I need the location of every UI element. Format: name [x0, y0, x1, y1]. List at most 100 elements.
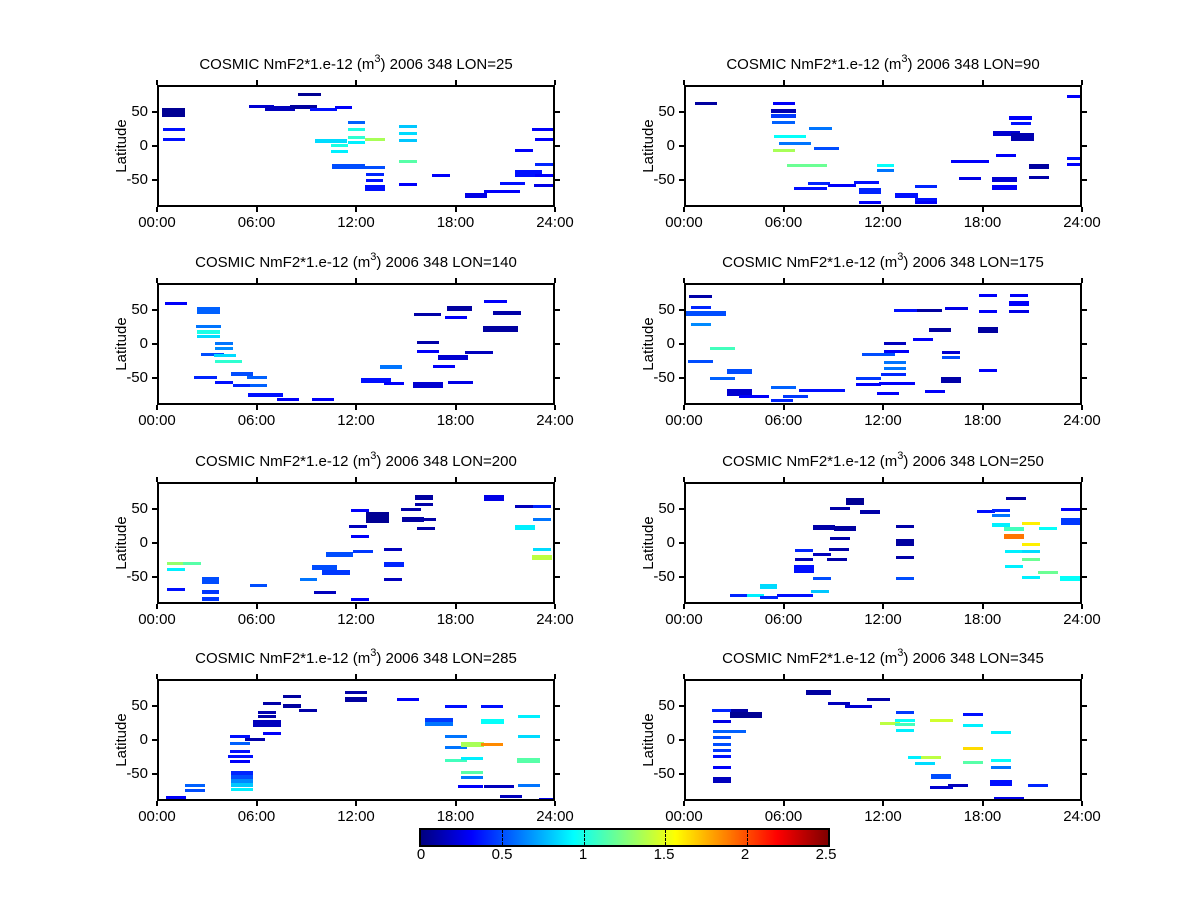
x-tick-label: 00:00 [138, 214, 176, 231]
data-tile [315, 139, 347, 143]
data-tile [879, 382, 915, 385]
data-tile [772, 121, 795, 124]
colorbar-tick-label: 2.5 [815, 846, 837, 863]
data-tile [231, 788, 253, 791]
x-tick [355, 604, 357, 609]
data-tile [1067, 157, 1080, 160]
colorbar-tick-label: 0.5 [491, 846, 513, 863]
x-tick-label: 24:00 [536, 611, 574, 628]
data-tile [771, 109, 796, 113]
x-tick-label: 12:00 [864, 611, 902, 628]
data-tile [249, 105, 274, 108]
data-tile [996, 154, 1016, 157]
data-tile [713, 730, 746, 733]
x-tick [454, 477, 457, 482]
data-tile [458, 785, 483, 788]
data-tile [465, 193, 487, 198]
data-tile [991, 766, 1011, 769]
data-tile [399, 183, 417, 186]
data-tile [713, 777, 731, 783]
data-tile [231, 779, 253, 783]
data-tile [539, 798, 553, 799]
data-tile [351, 509, 369, 512]
data-tile [813, 553, 831, 556]
data-tile [884, 367, 906, 370]
y-tick [555, 542, 560, 544]
plot-box [684, 85, 1082, 207]
x-tick-label: 06:00 [237, 412, 276, 429]
y-tick-label: 0 [139, 534, 148, 551]
data-tile [253, 720, 281, 727]
data-tile [877, 392, 899, 395]
data-tile [951, 160, 989, 163]
data-tile [1022, 543, 1040, 546]
x-tick [882, 207, 884, 212]
y-tick-label: 50 [658, 103, 675, 121]
panel-title: COSMIC NmF2*1.e-12 (m3) 2006 348 LON=25 [199, 53, 513, 73]
y-tick [152, 772, 157, 775]
panel-title: COSMIC NmF2*1.e-12 (m3) 2006 348 LON=175 [722, 251, 1044, 271]
data-tile [414, 313, 441, 316]
data-tile [1004, 534, 1024, 539]
x-tick [782, 207, 785, 212]
data-tile [535, 138, 553, 141]
data-tile [727, 369, 752, 374]
x-tick [782, 801, 785, 806]
data-tile [258, 715, 276, 718]
x-tick [454, 80, 457, 85]
data-tile [1067, 163, 1080, 166]
data-tile [493, 311, 521, 315]
x-tick [981, 405, 984, 410]
y-tick [152, 309, 157, 312]
y-tick [679, 376, 684, 379]
x-tick [255, 801, 258, 806]
x-tick [882, 674, 884, 679]
y-tick [152, 508, 157, 511]
data-tile [300, 578, 317, 581]
data-tile [773, 102, 795, 105]
data-tile [942, 356, 960, 359]
data-tile [774, 135, 806, 138]
data-tile [854, 181, 879, 184]
data-tile [829, 548, 849, 551]
data-tile [326, 552, 353, 557]
data-tile [245, 738, 265, 741]
colorbar-gradient [421, 830, 828, 845]
data-tile [515, 505, 533, 508]
y-tick [1082, 705, 1087, 708]
x-tick [156, 477, 158, 482]
data-tile [365, 138, 385, 141]
data-tile [384, 548, 402, 551]
data-tile [415, 495, 433, 500]
data-tile [959, 177, 981, 180]
data-tile [713, 755, 731, 758]
panel-title: COSMIC NmF2*1.e-12 (m3) 2006 348 LON=250 [722, 450, 1044, 470]
data-tile [1029, 164, 1049, 169]
x-tick [782, 604, 785, 609]
y-tick-label: -50 [653, 764, 675, 782]
data-tile [1006, 497, 1026, 500]
data-tile [419, 518, 436, 521]
data-tile [515, 525, 535, 530]
data-tile [915, 201, 937, 204]
data-tile [196, 325, 221, 328]
y-tick-label: 50 [658, 500, 675, 518]
y-tick-label: -50 [126, 368, 148, 386]
data-tile [461, 742, 484, 747]
data-tile [1022, 550, 1040, 553]
data-tile [859, 201, 881, 204]
y-tick [152, 178, 157, 181]
data-tile [461, 757, 483, 760]
data-tile [445, 316, 467, 319]
data-tile [929, 328, 951, 332]
data-tile [747, 594, 764, 597]
x-tick [156, 405, 158, 410]
colorbar-tick-line [665, 830, 667, 845]
y-tick [1082, 343, 1087, 345]
data-tile [263, 702, 281, 705]
x-tick-label: 24:00 [536, 808, 574, 825]
data-tile [500, 795, 522, 798]
x-tick [454, 207, 457, 212]
y-tick-label: -50 [126, 764, 148, 782]
